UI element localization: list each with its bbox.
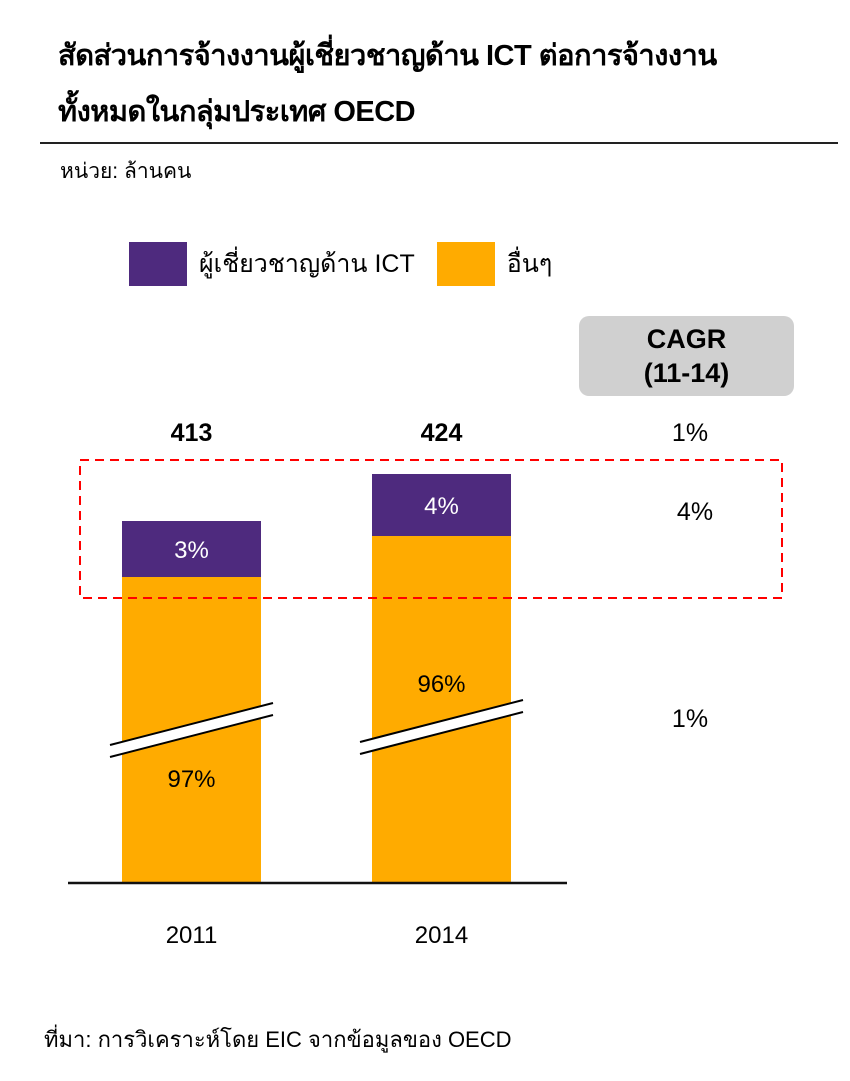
legend-label-others: อื่นๆ [506,250,553,278]
cagr-ict-value: 4% [677,498,713,526]
ict-pct-label-2014: 4% [424,493,459,520]
chart-title-line-1: สัดส่วนการจ้างงานผู้เชี่ยวชาญด้าน ICT ต่… [58,40,717,72]
legend-swatch-ict [129,242,187,286]
cagr-others-value: 1% [672,705,708,733]
cagr-header: CAGR (11-14) [579,316,794,396]
ict-pct-label-2011: 3% [174,537,209,564]
cagr-total-value: 1% [672,419,708,447]
others-pct-label-2014: 96% [417,671,465,698]
axis-break-2011 [109,702,274,758]
legend-label-ict: ผู้เชี่ยวชาญด้าน ICT [199,250,415,278]
chart-title: สัดส่วนการจ้างงานผู้เชี่ยวชาญด้าน ICT ต่… [58,28,848,140]
chart-title-line-2: ทั้งหมดในกลุ่มประเทศ OECD [58,96,416,128]
cagr-header-line-2: (11-14) [643,358,730,388]
title-divider [40,142,838,144]
bar-ict-2011 [122,521,261,577]
others-pct-label-2011: 97% [167,766,215,793]
legend: ผู้เชี่ยวชาญด้าน ICT อื่นๆ [129,242,574,286]
source-note: ที่มา: การวิเคราะห์โดย EIC จากข้อมูลของ … [44,1027,512,1052]
ict-highlight-box [79,459,783,599]
legend-swatch-others [436,242,495,286]
total-label-2014: 424 [421,419,463,447]
x-tick-label-2011: 2011 [166,922,218,949]
cagr-header-line-1: CAGR [646,324,727,354]
bar-ict-2014 [372,474,511,536]
unit-label: หน่วย: ล้านคน [60,160,192,183]
total-label-2011: 413 [171,419,213,447]
x-tick-label-2014: 2014 [415,922,468,949]
axis-break-2014 [359,699,524,755]
